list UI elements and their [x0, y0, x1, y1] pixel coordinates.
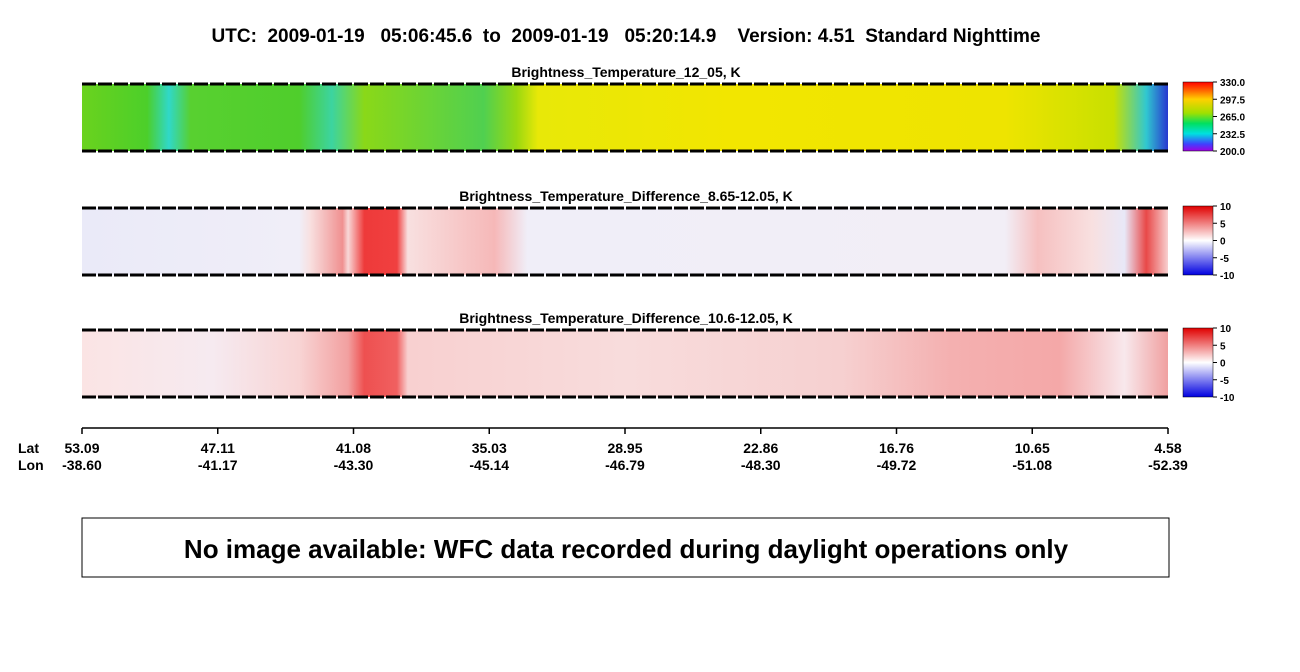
title: UTC: 2009-01-19 05:06:45.6 to 2009-01-19…	[212, 26, 1041, 47]
colorbar-label: 5	[1220, 341, 1226, 352]
lon-tick: -49.72	[877, 457, 917, 473]
colorbar-label: -10	[1220, 271, 1235, 282]
colorbar-label: 10	[1220, 202, 1232, 213]
swath-image	[82, 84, 1168, 151]
colorbar-label: 5	[1220, 219, 1226, 230]
colorbar-label: 232.5	[1220, 130, 1245, 141]
colorbar-label: -10	[1220, 393, 1235, 404]
lon-tick: -38.60	[62, 457, 102, 473]
swath-image	[82, 208, 1168, 275]
lon-tick: -51.08	[1012, 457, 1052, 473]
colorbar-label: 265.0	[1220, 113, 1245, 124]
colorbar-label: 0	[1220, 359, 1226, 370]
lon-tick: -46.79	[605, 457, 645, 473]
lat-tick: 53.09	[64, 440, 99, 456]
colorbar-label: -5	[1220, 376, 1229, 387]
lon-tick: -45.14	[469, 457, 509, 473]
lon-tick: -41.17	[198, 457, 238, 473]
colorbar-label: 330.0	[1220, 78, 1245, 89]
notice: No image available: WFC data recorded du…	[184, 534, 1069, 564]
lat-tick: 10.65	[1015, 440, 1050, 456]
colorbar-label: -5	[1220, 254, 1229, 265]
lon-tick: -52.39	[1148, 457, 1188, 473]
lat-tick: 16.76	[879, 440, 914, 456]
colorbar-label: 200.0	[1220, 147, 1245, 158]
lat-tick: 4.58	[1154, 440, 1181, 456]
lon-tick: -48.30	[741, 457, 781, 473]
colorbar	[1182, 205, 1214, 276]
panel-title: Brightness_Temperature_12_05, K	[511, 64, 740, 80]
lat-label: Lat	[18, 440, 39, 456]
colorbar-label: 297.5	[1220, 95, 1245, 106]
colorbar-label: 0	[1220, 237, 1226, 248]
swath-image	[82, 330, 1168, 397]
colorbar	[1182, 327, 1214, 398]
lat-tick: 35.03	[472, 440, 507, 456]
panel-title: Brightness_Temperature_Difference_10.6-1…	[459, 310, 793, 326]
lat-tick: 41.08	[336, 440, 371, 456]
panel-title: Brightness_Temperature_Difference_8.65-1…	[459, 188, 793, 204]
lon-tick: -43.30	[334, 457, 374, 473]
colorbar	[1182, 81, 1214, 152]
lat-tick: 28.95	[607, 440, 642, 456]
notice-box	[81, 517, 1170, 578]
colorbar-label: 10	[1220, 324, 1232, 335]
lon-label: Lon	[18, 457, 44, 473]
lat-tick: 22.86	[743, 440, 778, 456]
lat-tick: 47.11	[201, 440, 235, 456]
